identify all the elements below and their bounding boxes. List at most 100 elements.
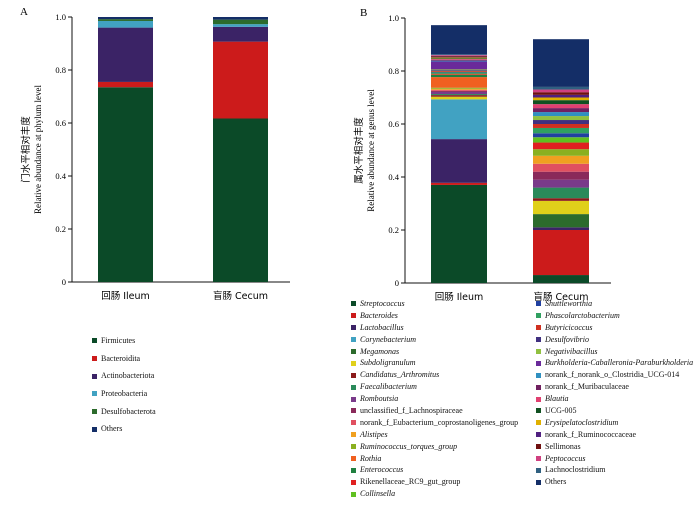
legend-swatch (92, 373, 97, 379)
panel-b-y-tick-label: 0 (395, 278, 399, 288)
legend-swatch (536, 467, 541, 473)
legend-swatch (351, 372, 356, 378)
panel-b-legend-item: norank_f_norank_o_Clostridia_UCG-014 (536, 369, 693, 381)
legend-swatch (536, 444, 541, 450)
legend-label: Firmicutes (101, 336, 136, 345)
panel-b-bar-segment (533, 142, 589, 150)
legend-label: Desulfobacterota (101, 406, 156, 416)
panel-b-legend-item: Ruminococcus_torques_group (351, 441, 518, 453)
panel-a-bar-segment (98, 87, 153, 282)
panel-b-y-tick-label: 0.4 (388, 172, 399, 182)
panel-a-bar-segment (98, 27, 153, 82)
legend-label: Lachnoclostridium (545, 465, 606, 475)
legend-label: Candidatus_Arthromitus (360, 370, 440, 380)
legend-swatch (351, 396, 356, 402)
panel-b-legend-item: Erysipelatoclostridium (536, 417, 693, 429)
legend-swatch (536, 337, 541, 343)
panel-b-bar-segment (431, 72, 487, 74)
panel-a-bar-segment (213, 24, 268, 27)
panel-b-bar-segment (533, 104, 589, 109)
panel-b-bar-segment (431, 54, 487, 56)
legend-label: Alistipes (360, 429, 388, 439)
panel-a-label: A (20, 6, 28, 18)
panel-b-bar-segment (533, 200, 589, 215)
panel-b-bar-segment (431, 77, 487, 88)
panel-b-bar-segment (431, 90, 487, 92)
panel-a-bar-segment (213, 118, 268, 283)
legend-swatch (536, 349, 541, 354)
legend-swatch (536, 313, 541, 319)
panel-a-y-tick-label: 1.0 (55, 12, 66, 22)
legend-label: Streptococcus (360, 299, 405, 308)
panel-b-legend-item: Negativibacillus (536, 346, 693, 358)
panel-b-legend-item: Megamonas (351, 346, 518, 358)
legend-swatch (351, 349, 356, 354)
panel-b-bar-segment (431, 70, 487, 71)
legend-swatch (536, 420, 541, 426)
panel-b-bar-segment (431, 73, 487, 75)
legend-swatch (92, 356, 97, 362)
panel-b-legend-item: Phascolarctobacterium (536, 310, 693, 322)
panel-a-bar-segment (98, 17, 153, 20)
legend-label: Butyricicoccus (545, 322, 593, 332)
legend-label: Sellimonas (545, 441, 581, 451)
panel-a-legend-item: Desulfobacterota (92, 403, 156, 421)
legend-label: norank_f_Ruminococcaceae (545, 429, 637, 439)
panel-b-bar-segment (431, 59, 487, 61)
legend-label: norank_f_Muribaculaceae (545, 382, 629, 392)
legend-swatch (536, 325, 541, 331)
panel-b-legend-item: Lactobacillus (351, 322, 518, 334)
panel-a-bar-segment (213, 19, 268, 25)
legend-label: Blautia (545, 394, 569, 404)
legend-label: Shuttleworthia (545, 299, 593, 308)
panel-b-bar-segment (431, 55, 487, 56)
panel-b-bar-segment (431, 88, 487, 90)
panel-a-legend-item: Bacteroidita (92, 350, 156, 368)
panel-a-y-tick-label: 0.6 (55, 118, 66, 128)
panel-b-legend-item: Butyricicoccus (536, 322, 693, 334)
legend-swatch (536, 372, 541, 378)
legend-label: Bacteroides (360, 310, 398, 320)
legend-genus-col1: Streptococcus Bacteroides Lactobacillus Cor… (351, 298, 518, 500)
legend-swatch (351, 432, 356, 438)
panel-b-bar-segment (533, 149, 589, 156)
panel-b-bar-segment (431, 58, 487, 60)
panel-a-bar-segment (213, 41, 268, 119)
panel-a-legend-item: Proteobacteria (92, 385, 156, 403)
panel-b-bar-segment (431, 69, 487, 71)
panel-b-legend-item: Blautia (536, 393, 693, 405)
panel-b-legend-item: Desulfovibrio (536, 334, 693, 346)
panel-b-bar-segment (431, 56, 487, 58)
panel-b-y-tick-label: 0.6 (388, 119, 399, 129)
panel-b-legend-item: Alistipes (351, 429, 518, 441)
panel-b-bar-segment (533, 275, 589, 283)
legend-label: Peptococcus (545, 453, 586, 463)
panel-b-legend-item: Candidatus_Arthromitus (351, 369, 518, 381)
panel-b-y-tick-label: 1.0 (388, 13, 399, 23)
panel-b-bar-segment (533, 124, 589, 128)
legend-label: unclassified_f_Lachnospiraceae (360, 406, 463, 416)
legend-label: Corynebacterium (360, 334, 416, 344)
panel-b-bar-segment (533, 127, 589, 134)
panel-a-bar-segment (98, 19, 153, 21)
panel-b-bar-segment (431, 74, 487, 75)
legend-label: Ruminococcus_torques_group (360, 441, 458, 451)
panel-b-y-label: Relative abundance at genus level (366, 89, 376, 212)
panel-b-bar-segment (533, 86, 589, 90)
panel-b-legend-item: Faecalibacterium (351, 381, 518, 393)
legend-phylum: Firmicutes Bacteroidita Actinobacteriota Pr… (92, 332, 156, 438)
panel-a-bar-segment (98, 81, 153, 88)
panel-b-bar-segment (533, 89, 589, 93)
panel-b-bar-segment (431, 25, 487, 55)
legend-label: Erysipelatoclostridium (545, 417, 619, 427)
panel-a-y-tick-label: 0.4 (55, 171, 66, 181)
panel-a-y-tick-label: 0.8 (55, 65, 66, 75)
panel-b-bar-segment (431, 184, 487, 283)
panel-b-y-tick-label: 0.8 (388, 66, 399, 76)
legend-label: Phascolarctobacterium (545, 310, 620, 320)
panel-b-legend-item: Sellimonas (536, 441, 693, 453)
panel-b-bar-segment (533, 112, 589, 117)
panel-b-bar-segment (533, 94, 589, 98)
panel-b-legend-item: Shuttleworthia (536, 298, 693, 310)
panel-b-legend-item: Collinsella (351, 488, 518, 500)
